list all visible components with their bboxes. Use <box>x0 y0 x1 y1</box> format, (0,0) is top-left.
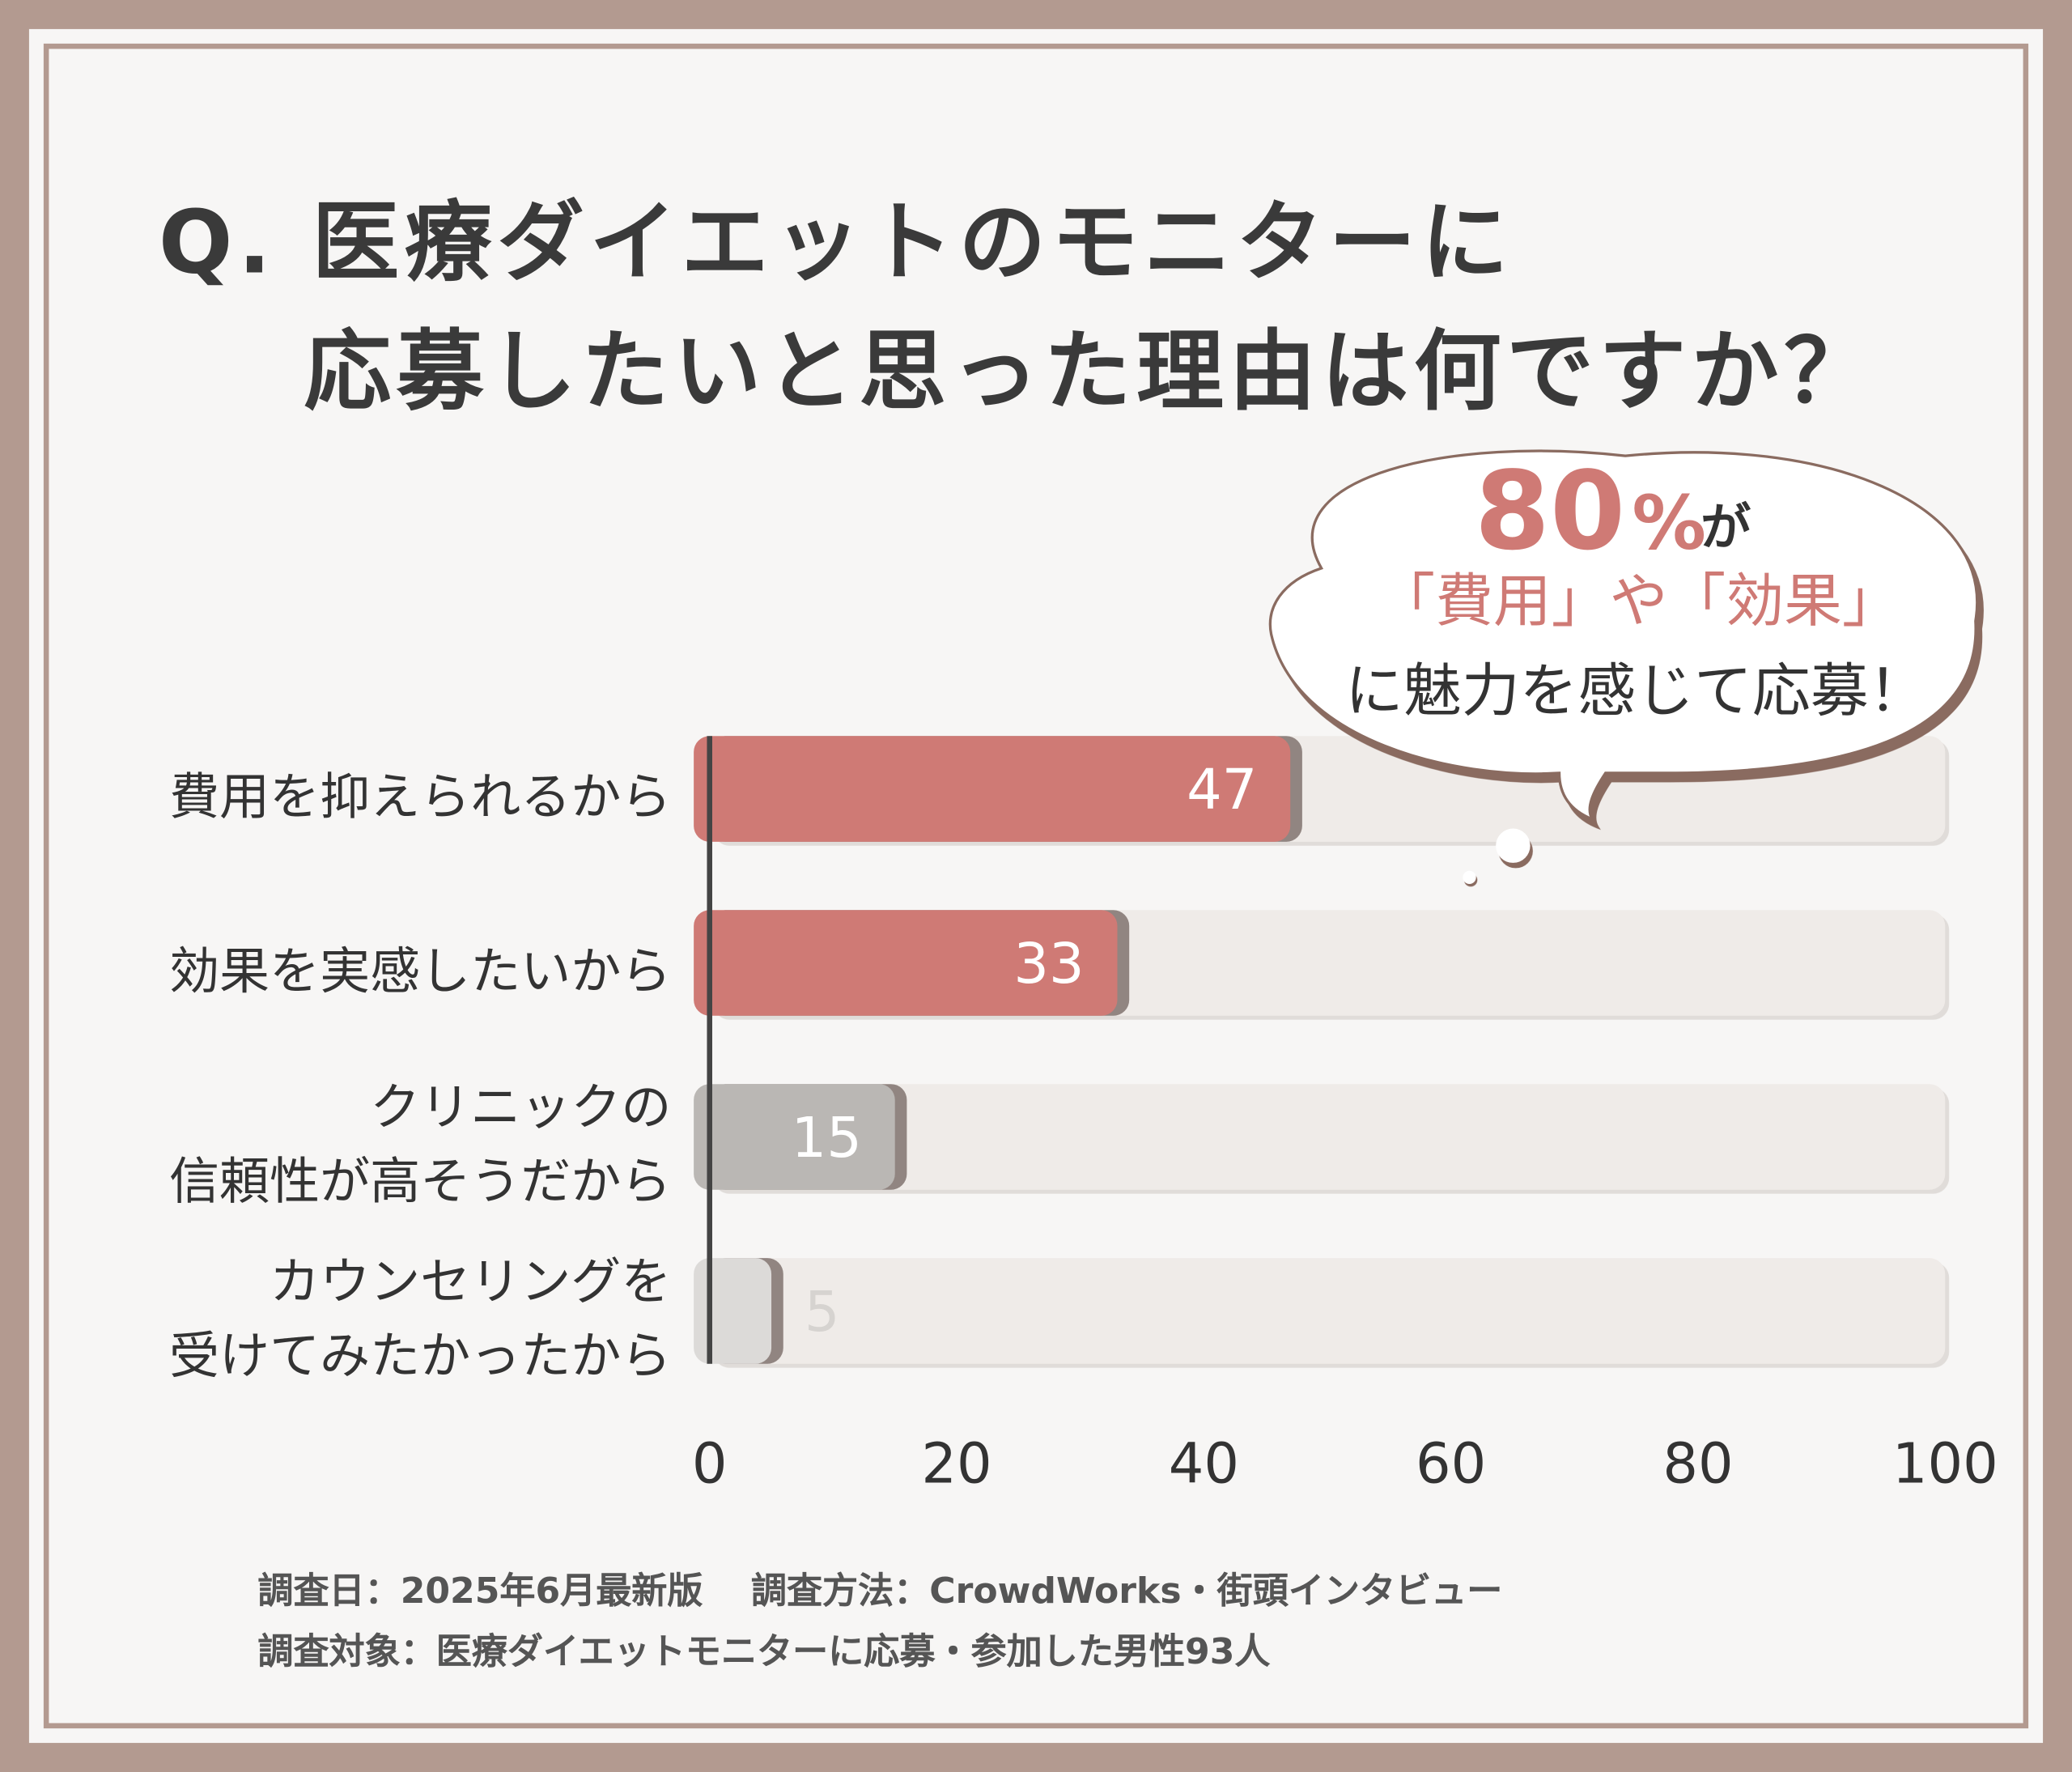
bar <box>694 736 1291 842</box>
title: 応募したいと思った理由は何ですか？ <box>304 321 1877 423</box>
value-label: 47 <box>1187 758 1257 822</box>
value-label: 33 <box>1013 932 1084 996</box>
bar-track <box>709 1258 1946 1364</box>
category-label: 効果を実感したいから <box>168 941 672 1001</box>
x-tick-label: 0 <box>692 1432 728 1497</box>
panel <box>28 28 2044 1744</box>
x-tick-label: 40 <box>1169 1432 1239 1497</box>
title: Q. 医療ダイエットのモニターに <box>158 191 1514 294</box>
bar <box>694 910 1118 1016</box>
callout-number: 80 <box>1475 448 1625 574</box>
callout-line3: に魅力を感じて応募！ <box>1345 657 1926 725</box>
bubble-dot <box>1496 828 1531 863</box>
x-tick-label: 80 <box>1662 1432 1733 1497</box>
footnote: 調査日：2025年6月最新版 調査方法：CrowdWorks・街頭インタビュー <box>257 1570 1503 1613</box>
frame <box>43 43 2029 1729</box>
callout-line2: 「費用」や「効果」 <box>1377 567 1900 635</box>
bar-track <box>709 1084 1946 1190</box>
value-label: 15 <box>792 1106 862 1171</box>
category-label: 費用を抑えられるから <box>168 767 672 827</box>
x-tick-label: 20 <box>921 1432 991 1497</box>
bubble-dot <box>1463 870 1476 885</box>
category-label: クリニックの 信頼性が高そうだから <box>168 1078 672 1211</box>
bar <box>694 1258 772 1364</box>
x-tick-label: 60 <box>1416 1432 1486 1497</box>
callout-particle: が <box>1700 498 1751 557</box>
bar <box>694 1084 895 1190</box>
category-label: カウンセリングを 受けてみたかったから <box>168 1252 672 1385</box>
value-label: 5 <box>805 1280 840 1345</box>
callout-bubble <box>1268 449 1979 822</box>
callout-unit: % <box>1632 479 1706 566</box>
footnote: 調査対象：医療ダイエットモニターに応募・参加した男性93人 <box>257 1631 1271 1673</box>
x-tick-label: 100 <box>1892 1432 1998 1497</box>
